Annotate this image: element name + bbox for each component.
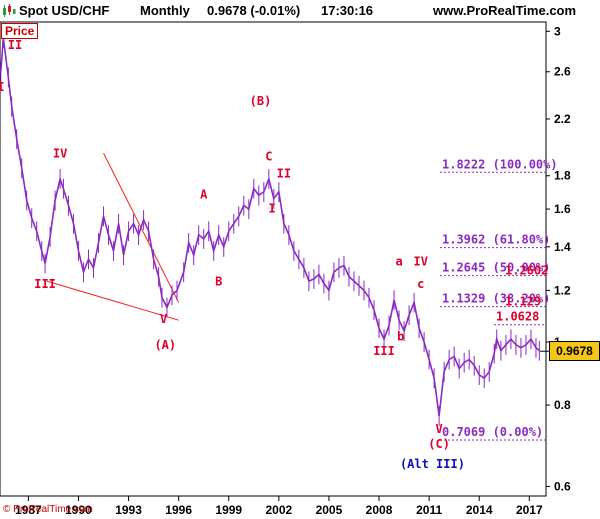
y-tick-label: 3 <box>554 24 561 38</box>
chart-header: Spot USD/CHF Monthly 0.9678 (-0.01%) 17:… <box>0 0 600 22</box>
fib-level-label: 1.3962 (61.80%) <box>442 233 550 247</box>
fib-level-label: 1.0628 <box>496 310 539 324</box>
alt-wave-label: (Alt III) <box>400 457 465 471</box>
fib-level-label: 1.8222 (100.00%) <box>442 157 558 171</box>
wave-label: (B) <box>250 94 272 108</box>
x-tick-label: 2005 <box>316 503 343 517</box>
x-tick-label: 2011 <box>416 503 442 517</box>
y-tick-label: 2.6 <box>554 65 571 79</box>
candlestick-icon <box>3 4 16 17</box>
x-tick-label: 1999 <box>215 503 242 517</box>
y-tick-label: 1.8 <box>554 169 571 183</box>
timeframe: Monthly <box>140 3 190 18</box>
plot-frame <box>0 21 547 497</box>
wave-label: I <box>269 202 276 216</box>
y-tick-label: 2.2 <box>554 112 571 126</box>
wave-label: B <box>215 275 222 289</box>
fib-level-label: 1.2645 (50.00%) <box>442 261 550 275</box>
fib-level-label: 1.1329 (38.20%) <box>442 292 550 306</box>
x-tick-label: 1996 <box>165 503 192 517</box>
last-price-badge: 0.9678 <box>549 341 600 362</box>
wave-label: b <box>397 330 404 344</box>
fib-level-label: 0.7069 (0.00%) <box>442 425 543 439</box>
trendline <box>46 280 179 321</box>
x-tick-label: 2008 <box>366 503 393 517</box>
wave-label: (C) <box>428 437 450 451</box>
wave-label: A <box>200 188 208 202</box>
wave-label: II <box>8 38 22 52</box>
wave-label: c <box>417 277 424 291</box>
site-name: www.ProRealTime.com <box>433 3 577 18</box>
wave-label: V <box>436 422 443 436</box>
x-tick-label: 2002 <box>265 503 292 517</box>
fib-overlap-label: 1.2602 <box>505 264 548 278</box>
wave-label: C <box>265 149 272 163</box>
price-change: 0.9678 (-0.01%) <box>207 3 301 18</box>
price-label: Price <box>1 23 39 39</box>
y-tick-label: 0.8 <box>554 398 571 412</box>
wave-label: a <box>395 255 402 269</box>
wave-label: IV <box>414 255 428 269</box>
x-tick-label: 1987 <box>15 503 42 517</box>
x-tick-label: 1993 <box>115 503 142 517</box>
copyright: © ProRealTime.com <box>3 504 93 515</box>
x-tick-label: 1990 <box>65 503 92 517</box>
wave-label: I <box>0 80 4 94</box>
y-tick-label: 0.6 <box>554 479 571 493</box>
symbol-name: Spot USD/CHF <box>19 3 110 18</box>
wave-label: III <box>373 344 395 358</box>
y-tick-label: 1.6 <box>554 202 571 216</box>
wave-label: IV <box>53 146 67 160</box>
fib-overlap-label: 1.129 <box>505 295 541 309</box>
x-tick-label: 2014 <box>466 503 493 517</box>
wave-label: II <box>277 166 291 180</box>
y-tick-label: 1.4 <box>554 240 571 254</box>
wave-label: V <box>160 312 167 326</box>
clock-time: 17:30:16 <box>321 3 374 18</box>
y-tick-label: 1.2 <box>554 283 571 297</box>
wave-label: III <box>34 277 56 291</box>
x-tick-label: 2017 <box>516 503 543 517</box>
wave-label: (A) <box>154 338 176 352</box>
